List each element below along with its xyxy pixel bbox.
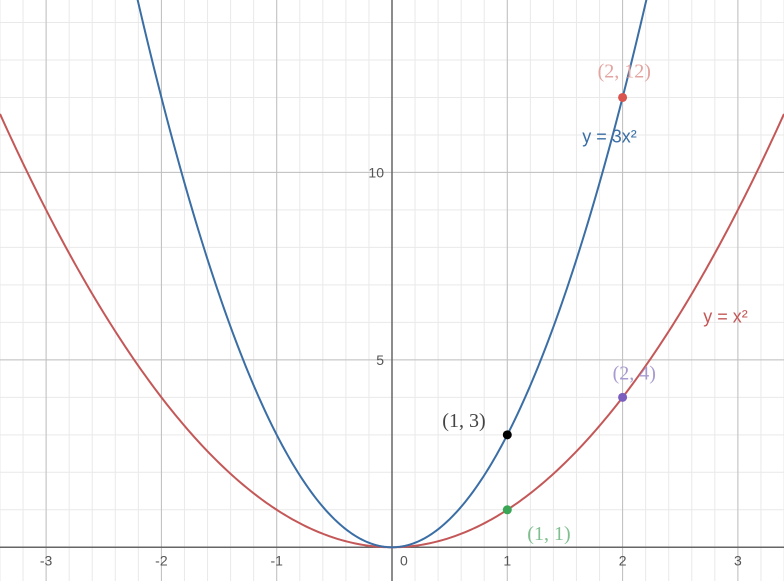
point-label-p11: (1, 1) [527, 523, 570, 545]
point-p212 [618, 93, 627, 102]
point-p11 [503, 505, 512, 514]
point-label-p212: (2, 12) [598, 60, 651, 82]
x-tick-label: 0 [400, 552, 408, 568]
equation-label-x2: y = x² [703, 306, 748, 326]
equation-label-3x2: y = 3x² [582, 126, 637, 146]
point-p24 [618, 393, 627, 402]
point-label-p13: (1, 3) [442, 410, 485, 432]
point-p13 [503, 430, 512, 439]
x-tick-label: -2 [155, 552, 168, 568]
x-tick-label: -3 [40, 552, 53, 568]
x-tick-label: 1 [503, 552, 511, 568]
x-tick-label: 3 [734, 552, 742, 568]
x-tick-label: 2 [619, 552, 627, 568]
y-tick-label: 5 [376, 352, 384, 368]
parabola-chart: -3 -2 -1 0 1 2 3 5 10 y = x² y = 3x² (1, 1) (1, 3) (2… [0, 0, 784, 581]
point-label-p24: (2, 4) [613, 362, 656, 384]
y-tick-label: 10 [368, 164, 384, 180]
x-tick-label: -1 [270, 552, 283, 568]
